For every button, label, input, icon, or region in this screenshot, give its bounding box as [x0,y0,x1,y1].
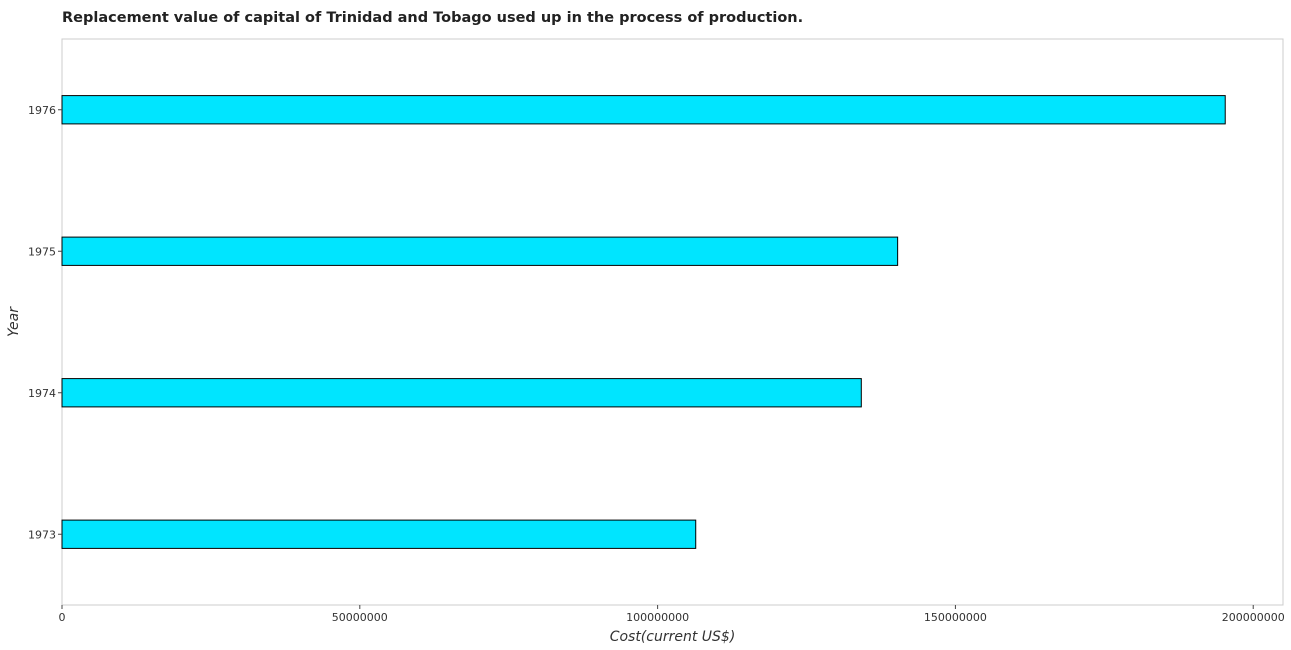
y-tick-label: 1974 [28,387,56,400]
x-tick-label: 150000000 [924,611,987,624]
chart-title: Replacement value of capital of Trinidad… [62,10,804,26]
y-tick-label: 1973 [28,528,56,541]
x-tick-label: 200000000 [1222,611,1285,624]
bar-1975 [61,236,899,266]
bar-1973 [61,519,697,549]
plot-area [61,38,1284,606]
x-tick-label: 0 [59,611,66,624]
x-tick-label: 50000000 [332,611,388,624]
y-tick-label: 1976 [28,104,56,117]
bar-1974 [61,378,862,408]
y-tick-label: 1975 [28,245,56,258]
x-axis-label: Cost(current US$) [610,629,736,645]
bar-1976 [61,95,1226,125]
x-tick-label: 100000000 [626,611,689,624]
y-axis-label: Year [6,306,22,337]
